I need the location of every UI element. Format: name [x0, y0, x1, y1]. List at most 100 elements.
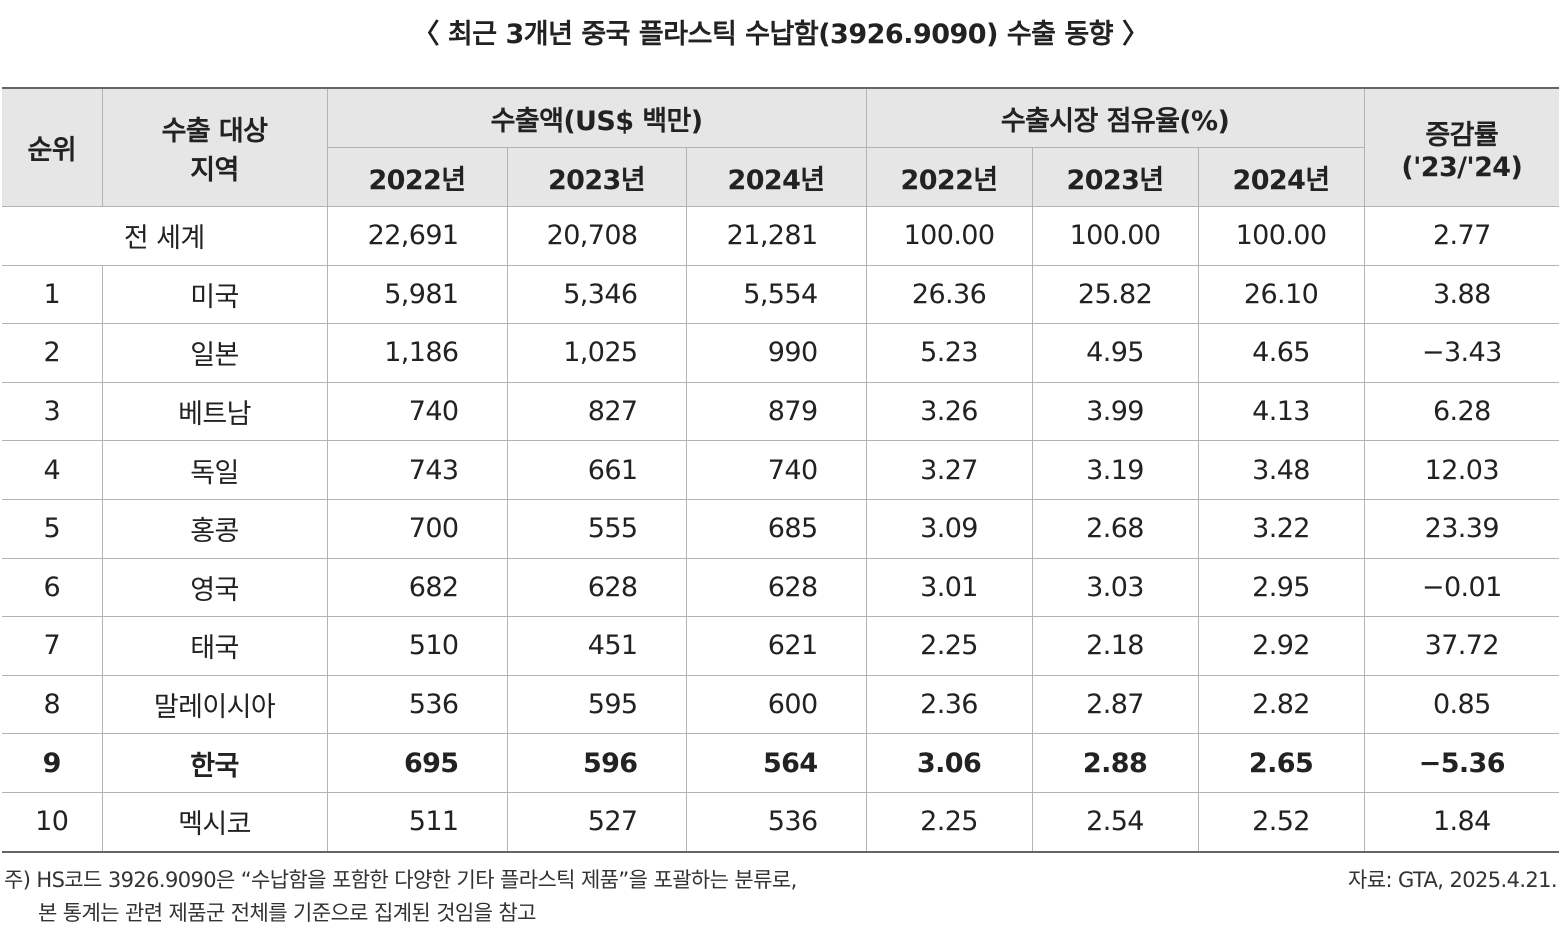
rank-cell: 6: [2, 557, 103, 618]
amount-cell: 628: [506, 557, 687, 618]
growth-cell: 37.72: [1363, 616, 1560, 676]
share-cell: 4.13: [1197, 381, 1365, 442]
share-cell: 2.18: [1031, 616, 1199, 676]
share-cell: 3.22: [1197, 498, 1365, 559]
table-row: 3 베트남 740 827 879 3.26 3.99 4.13 6.28: [2, 381, 1560, 442]
region-cell: 멕시코: [101, 791, 328, 853]
rank-cell: 7: [2, 616, 103, 676]
world-row: 전 세계 22,691 20,708 21,281 100.00 100.00 …: [2, 206, 1560, 266]
amount-cell: 555: [506, 498, 687, 559]
amount-cell: 451: [506, 616, 687, 676]
amount-cell: 595: [506, 674, 687, 735]
growth-cell: 0.85: [1363, 674, 1560, 735]
share-cell: 2.54: [1031, 791, 1199, 853]
header-region: 수출 대상 지역: [101, 87, 328, 207]
source-note: 자료: GTA, 2025.4.21.: [1348, 868, 1558, 892]
footnote: 주) HS코드 3926.9090은 “수납함을 포함한 다양한 기타 플라스틱…: [4, 864, 797, 930]
header-region-line1: 수출 대상: [161, 115, 268, 147]
region-cell: 영국: [101, 557, 328, 618]
header-amount-group: 수출액(US$ 백만): [326, 87, 867, 148]
world-label: 전 세계: [2, 206, 328, 266]
rank-cell: 5: [2, 498, 103, 559]
amount-cell: 661: [506, 440, 687, 500]
rank-cell: 3: [2, 381, 103, 442]
amount-cell: 621: [685, 616, 867, 676]
rank-cell: 1: [2, 264, 103, 325]
amount-cell: 527: [506, 791, 687, 853]
share-cell: 100.00: [865, 206, 1033, 266]
header-growth-line1: 증감률: [1425, 119, 1499, 151]
growth-cell: −3.43: [1363, 323, 1560, 383]
header-share-year: 2022년: [865, 147, 1033, 207]
share-cell: 2.88: [1031, 733, 1199, 793]
growth-cell: 1.84: [1363, 791, 1560, 853]
amount-cell: 1,186: [326, 323, 508, 383]
rank-cell: 4: [2, 440, 103, 500]
share-cell: 26.10: [1197, 264, 1365, 325]
rank-cell: 2: [2, 323, 103, 383]
region-cell: 일본: [101, 323, 328, 383]
amount-cell: 700: [326, 498, 508, 559]
table-row: 7 태국 510 451 621 2.25 2.18 2.92 37.72: [2, 616, 1560, 676]
header-rank: 순위: [2, 87, 103, 207]
share-cell: 2.36: [865, 674, 1033, 735]
header-share-year: 2024년: [1197, 147, 1365, 207]
region-cell: 말레이시아: [101, 674, 328, 735]
table-row: 8 말레이시아 536 595 600 2.36 2.87 2.82 0.85: [2, 674, 1560, 735]
header-share-group: 수출시장 점유율(%): [865, 87, 1365, 148]
share-cell: 25.82: [1031, 264, 1199, 325]
amount-cell: 740: [326, 381, 508, 442]
amount-cell: 685: [685, 498, 867, 559]
amount-cell: 20,708: [506, 206, 687, 266]
share-cell: 2.25: [865, 616, 1033, 676]
header-amount-year: 2024년: [685, 147, 867, 207]
amount-cell: 600: [685, 674, 867, 735]
region-cell: 태국: [101, 616, 328, 676]
amount-cell: 511: [326, 791, 508, 853]
rank-cell: 9: [2, 733, 103, 793]
amount-cell: 5,554: [685, 264, 867, 325]
share-cell: 2.82: [1197, 674, 1365, 735]
share-cell: 2.25: [865, 791, 1033, 853]
amount-cell: 596: [506, 733, 687, 793]
amount-cell: 21,281: [685, 206, 867, 266]
header-amount-year: 2023년: [506, 147, 687, 207]
share-cell: 2.95: [1197, 557, 1365, 618]
amount-cell: 5,981: [326, 264, 508, 325]
growth-cell: 23.39: [1363, 498, 1560, 559]
share-cell: 2.68: [1031, 498, 1199, 559]
share-cell: 5.23: [865, 323, 1033, 383]
amount-cell: 682: [326, 557, 508, 618]
region-cell: 베트남: [101, 381, 328, 442]
amount-cell: 536: [685, 791, 867, 853]
growth-cell: 3.88: [1363, 264, 1560, 325]
amount-cell: 990: [685, 323, 867, 383]
footnote-line2: 본 통계는 관련 제품군 전체를 기준으로 집계된 것임을 참고: [38, 901, 536, 925]
region-cell: 독일: [101, 440, 328, 500]
share-cell: 3.26: [865, 381, 1033, 442]
rank-cell: 8: [2, 674, 103, 735]
growth-cell: 12.03: [1363, 440, 1560, 500]
growth-cell: −5.36: [1363, 733, 1560, 793]
header-share-year: 2023년: [1031, 147, 1199, 207]
growth-cell: 2.77: [1363, 206, 1560, 266]
share-cell: 3.03: [1031, 557, 1199, 618]
amount-cell: 740: [685, 440, 867, 500]
share-cell: 100.00: [1197, 206, 1365, 266]
amount-cell: 879: [685, 381, 867, 442]
region-cell: 한국: [101, 733, 328, 793]
share-cell: 100.00: [1031, 206, 1199, 266]
share-cell: 2.87: [1031, 674, 1199, 735]
table-row: 10 멕시코 511 527 536 2.25 2.54 2.52 1.84: [2, 791, 1560, 853]
region-cell: 홍콩: [101, 498, 328, 559]
table-row: 5 홍콩 700 555 685 3.09 2.68 3.22 23.39: [2, 498, 1560, 559]
amount-cell: 5,346: [506, 264, 687, 325]
table-row: 9 한국 695 596 564 3.06 2.88 2.65 −5.36: [2, 733, 1560, 793]
share-cell: 3.99: [1031, 381, 1199, 442]
table-row: 2 일본 1,186 1,025 990 5.23 4.95 4.65 −3.43: [2, 323, 1560, 383]
amount-cell: 564: [685, 733, 867, 793]
table-row: 1 미국 5,981 5,346 5,554 26.36 25.82 26.10 3.88: [2, 264, 1560, 325]
share-cell: 4.95: [1031, 323, 1199, 383]
amount-cell: 628: [685, 557, 867, 618]
amount-cell: 743: [326, 440, 508, 500]
